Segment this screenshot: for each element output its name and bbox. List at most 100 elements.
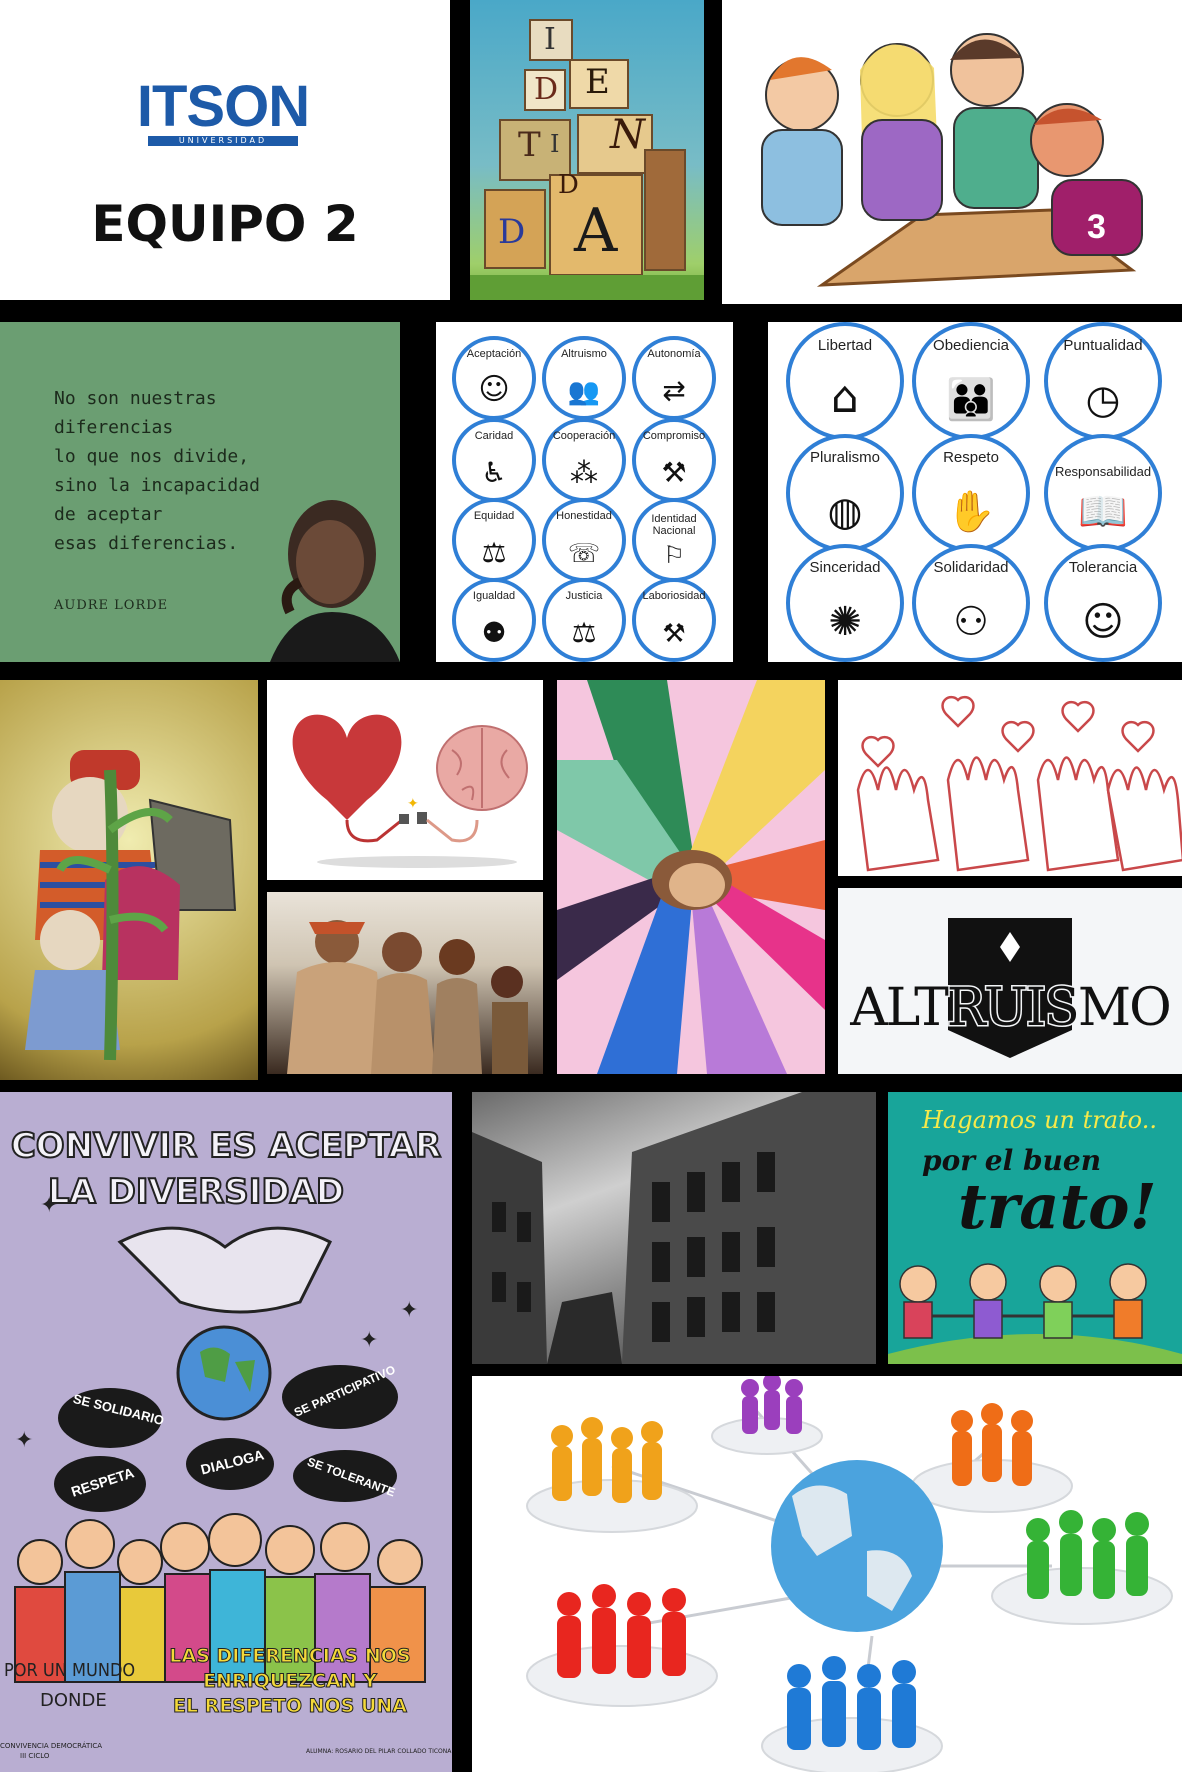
value-circle-justicia: Justicia ⚖ xyxy=(542,578,626,662)
value-circle-equidad: Equidad ⚖ xyxy=(452,498,536,582)
quote-card: No son nuestras diferencias lo que nos d… xyxy=(0,322,400,662)
value-label: Laboriosidad xyxy=(642,589,706,602)
value-circle-laboriosidad: Laboriosidad ⚒ xyxy=(632,578,716,662)
value-circle-aceptacion: Aceptación ☺ xyxy=(452,336,536,420)
svg-text:✦: ✦ xyxy=(360,1328,378,1353)
heart-brain-illustration: ✦ xyxy=(267,680,543,880)
building-photo-svg xyxy=(472,1092,876,1364)
itson-logo: ITSON UNIVERSIDAD xyxy=(130,78,316,146)
altruismo-wordmark: ALTRUISMO xyxy=(849,977,1174,1040)
hands-circle-svg xyxy=(557,680,825,1074)
letter-t: T xyxy=(518,125,541,165)
svg-text:3: 3 xyxy=(1087,208,1106,246)
letter-a: A xyxy=(574,196,618,266)
global-network-svg xyxy=(526,1376,1173,1772)
charity-icon: ♿ xyxy=(481,455,507,489)
team-title: EQUIPO 2 xyxy=(91,195,359,253)
cooperation-icon: ⁂ xyxy=(570,455,598,489)
identidad-blocks-svg xyxy=(470,19,704,300)
clock-icon: ◷ xyxy=(1085,376,1121,423)
value-circle-cooperacion: Cooperación ⁂ xyxy=(542,418,626,502)
high-five-icon: ✋ xyxy=(946,488,996,535)
svg-text:✦: ✦ xyxy=(15,1428,33,1453)
buen-trato-card: Hagamos un trato.. por el buen trato! xyxy=(888,1092,1182,1364)
letter-d: D xyxy=(534,72,559,107)
value-label: Aceptación xyxy=(466,347,522,360)
value-circle-honestidad: Honestidad ☏ xyxy=(542,498,626,582)
value-circle-libertad: Libertad ⌂ xyxy=(786,322,904,440)
work-icon: ⚒ xyxy=(662,618,686,649)
honesty-icon: ☏ xyxy=(567,538,601,569)
trato-line-3: trato! xyxy=(958,1170,1157,1243)
value-label: Sinceridad xyxy=(809,559,881,576)
value-circle-identidad: Identidad Nacional ⚐ xyxy=(632,498,716,582)
hands-hearts-illustration xyxy=(838,680,1182,876)
poster-footer-left-1: POR UN MUNDO xyxy=(4,1660,136,1681)
equality-icon: ⚉ xyxy=(481,615,507,649)
autonomy-icon: ⇄ xyxy=(662,373,686,407)
audre-lorde-portrait xyxy=(270,500,400,662)
letter-i2: I xyxy=(550,130,560,158)
family-illustration-svg xyxy=(25,750,237,1061)
poster-headline-1: CONVIVIR ES ACEPTAR xyxy=(10,1125,442,1167)
value-label: Equidad xyxy=(473,509,515,522)
altruism-icon: 👥 xyxy=(567,376,601,407)
teamwork-cartoon-svg: 3 xyxy=(761,33,1143,287)
quote-author: AUDRE LORDE xyxy=(54,598,169,613)
commitment-icon: ⚒ xyxy=(661,455,687,489)
poster-footer-right-3: EL RESPETO NOS UNA xyxy=(172,1695,407,1718)
value-circle-autonomia: Autonomía ⇄ xyxy=(632,336,716,420)
value-label: Tolerancia xyxy=(1068,559,1138,576)
value-label: Puntualidad xyxy=(1063,337,1143,354)
value-circle-solidaridad: Solidaridad ⚇ xyxy=(912,544,1030,662)
value-circle-puntualidad: Puntualidad ◷ xyxy=(1044,322,1162,440)
poster-footer-right-1: LAS DIFERENCIAS NOS xyxy=(169,1645,411,1668)
quote-line: sino la incapacidad xyxy=(54,475,260,496)
poster-footer-right-2: ENRIQUEZCAN Y xyxy=(203,1670,378,1693)
network-people-icon: ⚇ xyxy=(953,598,989,645)
value-label: Obediencia xyxy=(933,337,1009,354)
teamwork-cartoon: 3 xyxy=(722,0,1182,304)
svg-text:✦: ✦ xyxy=(407,796,419,812)
quote-line: de aceptar xyxy=(54,504,163,525)
dialogue-icon: ☺ xyxy=(1082,598,1124,645)
value-label: Compromiso xyxy=(642,429,706,442)
indigenous-family-illustration xyxy=(0,680,258,1080)
diamond-icon xyxy=(1000,932,1020,962)
quote-line: lo que nos divide, xyxy=(54,446,250,467)
value-circle-tolerancia: Tolerancia ☺ xyxy=(1044,544,1162,662)
value-label: Justicia xyxy=(565,589,603,602)
justice-icon: ⚖ xyxy=(571,615,597,649)
letter-d2: D xyxy=(498,212,526,252)
value-label: Altruismo xyxy=(561,347,607,360)
itson-title-card: ITSON UNIVERSIDAD EQUIPO 2 xyxy=(0,0,450,300)
value-circle-caridad: Caridad ♿ xyxy=(452,418,536,502)
value-circle-pluralismo: Pluralismo ◍ xyxy=(786,434,904,552)
poster-footer-right: LAS DIFERENCIAS NOS ENRIQUEZCAN Y EL RES… xyxy=(140,1644,440,1719)
dancers-photo-svg xyxy=(287,920,528,1074)
heart-brain-svg: ✦ xyxy=(292,714,528,868)
globe-people-icon: ◍ xyxy=(827,488,863,535)
poster-artwork-svg: ✦ ✦ ✦ ✦ xyxy=(14,1193,426,1683)
family-icon: 👪 xyxy=(946,376,996,423)
diversity-poster: CONVIVIR ES ACEPTAR LA DIVERSIDAD xyxy=(0,1092,452,1772)
value-label: Honestidad xyxy=(556,509,612,522)
letter-n: N xyxy=(610,112,645,158)
altruismo-logo-card: ALTRUISMO xyxy=(838,888,1182,1074)
value-label: Autonomía xyxy=(647,347,701,360)
birdcage-icon: ⌂ xyxy=(831,371,859,423)
joy-icon: ✺ xyxy=(828,598,862,645)
letter-i: I xyxy=(544,22,556,57)
value-label: Caridad xyxy=(474,429,514,442)
value-label: Igualdad xyxy=(472,589,516,602)
value-label: Cooperación xyxy=(552,429,616,442)
building-photo xyxy=(472,1092,876,1364)
flag-icon: ⚐ xyxy=(663,540,685,569)
letter-e: E xyxy=(585,62,610,102)
diverse-hands-illustration xyxy=(557,680,825,1074)
global-network-illustration xyxy=(472,1376,1182,1772)
value-circle-igualdad: Igualdad ⚉ xyxy=(452,578,536,662)
acceptance-icon: ☺ xyxy=(478,371,510,407)
value-circle-respeto: Respeto ✋ xyxy=(912,434,1030,552)
letter-d3: D xyxy=(558,170,579,200)
